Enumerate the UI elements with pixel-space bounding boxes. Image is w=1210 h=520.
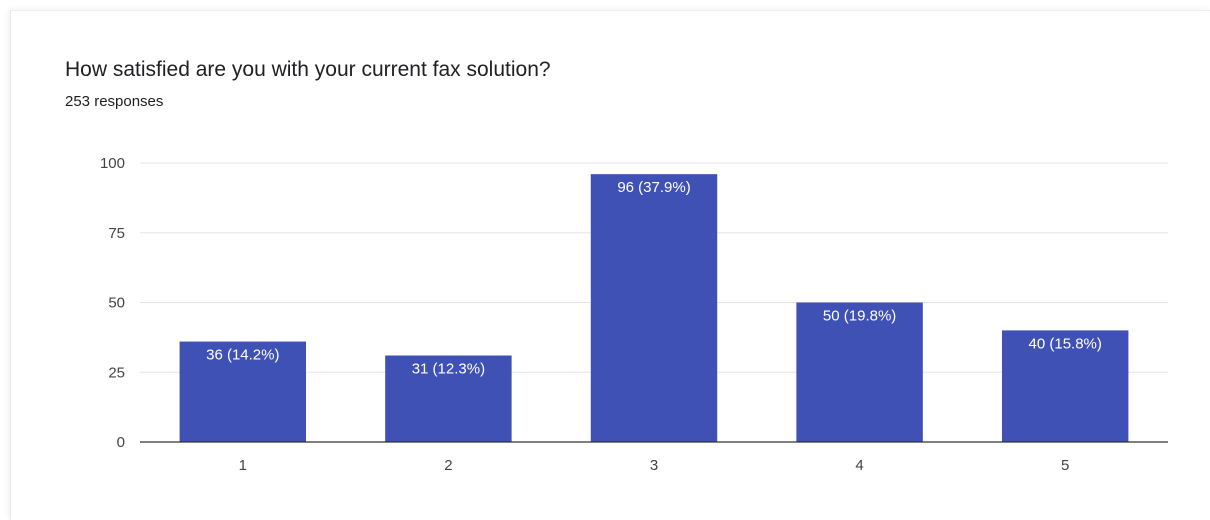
x-tick-label: 4	[855, 457, 863, 474]
bar-data-label: 40 (15.8%)	[1029, 335, 1102, 352]
bar-data-label: 96 (37.9%)	[617, 179, 690, 196]
bar-data-label: 50 (19.8%)	[823, 308, 896, 325]
x-tick-label: 2	[444, 457, 452, 474]
bar-2	[385, 355, 512, 442]
x-axis-ticks: 1 2 3 4 5	[239, 457, 1070, 474]
y-tick-label: 100	[100, 155, 125, 172]
y-tick-label: 50	[108, 295, 125, 312]
bar-data-label: 31 (12.3%)	[412, 361, 485, 378]
x-tick-label: 5	[1061, 457, 1069, 474]
y-tick-label: 0	[117, 434, 125, 451]
response-count: 253 responses	[65, 93, 164, 110]
y-axis-ticks: 0 25 50 75 100	[100, 155, 125, 451]
bar-data-label: 36 (14.2%)	[206, 347, 279, 364]
bar-4	[796, 302, 923, 442]
bar-3	[590, 174, 718, 442]
bar-1	[179, 341, 307, 442]
y-tick-label: 25	[108, 364, 125, 381]
x-tick-label: 1	[239, 457, 247, 474]
bars	[179, 174, 1129, 442]
x-tick-label: 3	[650, 457, 658, 474]
data-labels: 36 (14.2%) 31 (12.3%) 96 (37.9%) 50 (19.8%)…	[206, 179, 1102, 377]
bar-5	[1001, 330, 1129, 442]
chart-title: How satisfied are you with your current …	[65, 58, 551, 81]
y-tick-label: 75	[108, 225, 125, 242]
